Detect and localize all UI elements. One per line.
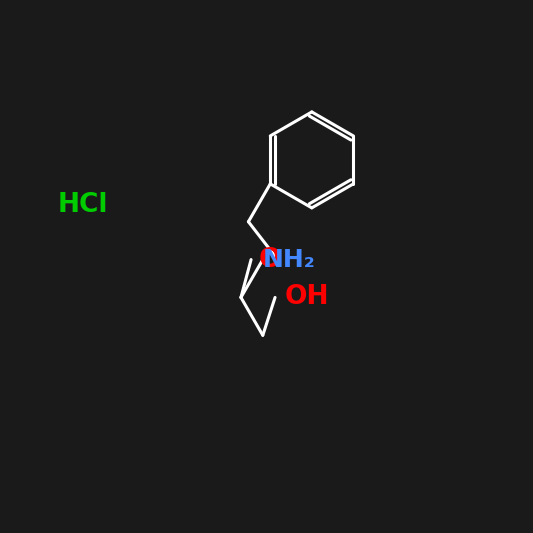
- Text: HCl: HCl: [58, 192, 108, 218]
- Text: OH: OH: [285, 285, 329, 310]
- Text: O: O: [259, 247, 281, 272]
- Text: NH₂: NH₂: [263, 248, 316, 272]
